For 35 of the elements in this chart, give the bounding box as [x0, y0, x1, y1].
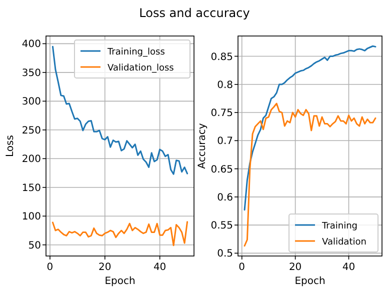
y-tick-label: 0.65	[210, 164, 233, 176]
y-tick-label: 400	[22, 39, 41, 50]
x-tick-label: 20	[98, 262, 112, 273]
y-tick-label: 100	[22, 212, 41, 223]
y-tick-label: 0.7	[217, 136, 233, 148]
y-tick-label: 150	[22, 182, 41, 194]
y-tick-label: 200	[22, 154, 41, 166]
y-tick-label: 0.5	[217, 248, 233, 260]
x-tick-label: 40	[342, 262, 356, 273]
y-tick-label: 0.8	[217, 80, 233, 91]
legend-label: Training_loss	[106, 48, 166, 58]
x-tick-label: 40	[153, 262, 166, 273]
y-tick-label: 350	[22, 68, 41, 79]
y-tick-label: 0.55	[210, 220, 233, 232]
x-tick-label: 0	[46, 262, 54, 273]
line-series	[244, 102, 376, 247]
chart-title: Loss and accuracy	[139, 6, 250, 20]
line-series	[244, 45, 376, 211]
y-tick-label: 50	[28, 240, 41, 252]
y-tick-label: 0.85	[210, 52, 233, 63]
legend-label: Validation_loss	[108, 64, 174, 74]
line-series	[52, 221, 188, 246]
y-tick-label: 300	[22, 96, 41, 108]
line-series	[52, 46, 188, 175]
y-tick-label: 250	[22, 125, 41, 136]
x-tick-label: 0	[238, 262, 246, 273]
y-tick-label: 0.75	[210, 108, 233, 120]
x-tick-label: 20	[288, 262, 302, 273]
y-axis-title: Loss	[5, 135, 16, 157]
x-axis-title: Epoch	[104, 276, 136, 287]
x-axis-title: Epoch	[294, 276, 326, 287]
legend-label: Training	[321, 222, 358, 232]
y-axis-title: Accuracy	[197, 123, 208, 169]
y-tick-label: 0.6	[217, 192, 233, 204]
legend-label: Validation	[322, 238, 366, 248]
